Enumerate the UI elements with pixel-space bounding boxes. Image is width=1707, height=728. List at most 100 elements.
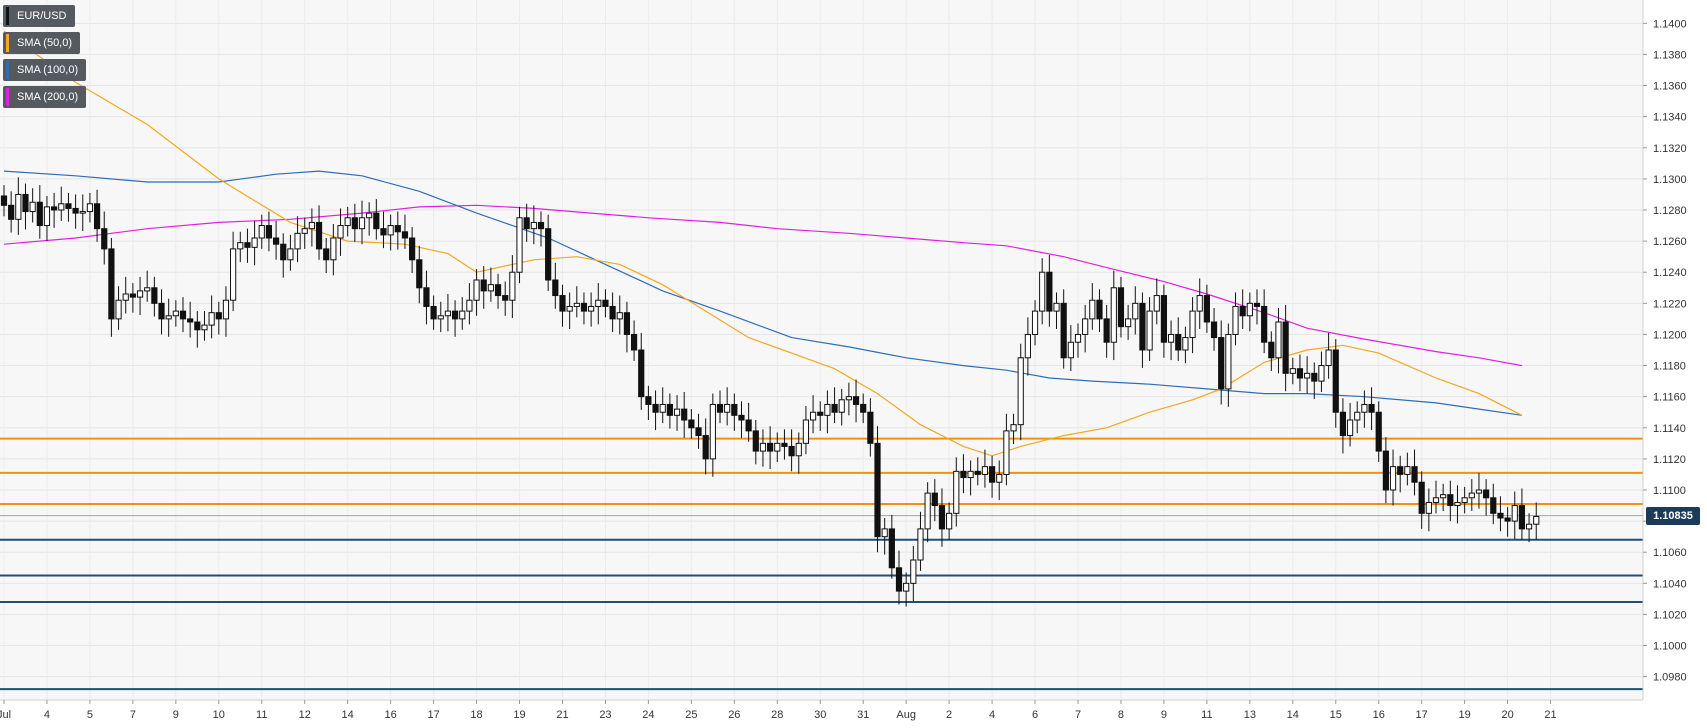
legend-swatch xyxy=(6,88,9,106)
candle-body xyxy=(1261,305,1268,343)
candle-body xyxy=(230,248,237,301)
x-tick-label: 9 xyxy=(173,709,179,721)
x-tick-label: Jul xyxy=(0,709,11,721)
candle-body xyxy=(1504,517,1511,522)
candle-body xyxy=(265,225,273,239)
sma-200-line xyxy=(3,204,1523,367)
x-tick-label: 23 xyxy=(599,709,611,721)
y-tick-label: 1.1040 xyxy=(1653,578,1687,590)
candle-body xyxy=(187,318,194,323)
candle-body xyxy=(416,259,423,289)
candle-body xyxy=(1175,333,1182,351)
y-tick-label: 1.1020 xyxy=(1653,609,1687,621)
candle-body xyxy=(802,419,810,444)
candle-body xyxy=(1160,295,1168,343)
candle-body xyxy=(122,293,129,301)
candle-body xyxy=(545,228,552,281)
candle-body xyxy=(809,411,817,421)
x-tick-label: 4 xyxy=(989,709,995,721)
candle-body xyxy=(1010,424,1017,432)
candle-body xyxy=(1432,497,1440,503)
y-tick-label: 1.1140 xyxy=(1653,423,1686,435)
candle-body xyxy=(924,492,931,530)
candle-body xyxy=(1117,287,1125,328)
candle-body xyxy=(79,211,86,214)
candle-body xyxy=(523,217,530,230)
candle-body xyxy=(144,287,151,292)
candle-body xyxy=(1475,489,1483,494)
candle-body xyxy=(895,567,903,592)
candle-body xyxy=(151,287,158,304)
x-tick-label: 19 xyxy=(1459,709,1471,721)
candle-body xyxy=(301,228,308,234)
legend-item-sma-100[interactable]: SMA (100,0) xyxy=(3,59,87,81)
candle-body xyxy=(1203,295,1210,323)
candle-body xyxy=(860,403,867,413)
candle-body xyxy=(638,349,645,398)
candle-body xyxy=(1525,523,1533,530)
x-tick-label: 17 xyxy=(427,709,439,721)
legend-label: SMA (50,0) xyxy=(17,37,73,49)
candle-body xyxy=(673,408,681,416)
candle-body xyxy=(709,403,716,460)
candle-body xyxy=(401,231,409,239)
x-tick-label: 31 xyxy=(857,709,869,721)
candle-body xyxy=(745,419,752,432)
candle-body xyxy=(666,403,673,416)
candle-body xyxy=(337,225,344,239)
candle-body xyxy=(530,221,537,230)
candle-body xyxy=(72,207,79,214)
legend-item-sma-200[interactable]: SMA (200,0) xyxy=(3,86,87,108)
x-tick-label: 7 xyxy=(1075,709,1081,721)
candle-body xyxy=(1167,333,1175,343)
candle-body xyxy=(0,195,8,206)
candle-body xyxy=(459,310,466,320)
y-tick-label: 1.1300 xyxy=(1653,174,1687,186)
candle-body xyxy=(738,414,745,421)
candle-body xyxy=(330,237,337,261)
x-tick-label: 18 xyxy=(470,709,482,721)
candle-body xyxy=(967,470,974,479)
candle-body xyxy=(1210,321,1218,339)
candle-body xyxy=(831,403,838,413)
candle-body xyxy=(65,203,72,209)
x-tick-label: 6 xyxy=(1032,709,1038,721)
x-tick-label: 14 xyxy=(1287,709,1299,721)
candle-body xyxy=(1146,310,1153,351)
y-tick-label: 1.1120 xyxy=(1653,454,1686,466)
x-tick-label: 15 xyxy=(1330,709,1342,721)
y-tick-label: 1.1060 xyxy=(1653,547,1687,559)
x-tick-label: 30 xyxy=(814,709,826,721)
legend-label: EUR/USD xyxy=(17,10,67,22)
x-tick-label: 16 xyxy=(1373,709,1385,721)
candle-body xyxy=(451,310,459,320)
candle-body xyxy=(759,442,767,452)
candle-body xyxy=(695,427,702,437)
candle-body xyxy=(373,212,380,230)
candle-body xyxy=(86,203,94,213)
candle-body xyxy=(129,293,136,298)
legend-item-eurusd[interactable]: EUR/USD xyxy=(3,5,75,27)
x-tick-label: 7 xyxy=(130,709,136,721)
candle-body xyxy=(108,248,115,320)
candle-body xyxy=(659,403,666,413)
candle-body xyxy=(208,312,215,326)
candle-body xyxy=(294,232,301,250)
candle-body xyxy=(1389,466,1397,491)
y-tick-label: 1.1220 xyxy=(1653,298,1687,310)
candle-body xyxy=(36,201,43,227)
candle-body xyxy=(716,403,724,413)
candle-body xyxy=(752,430,759,452)
candle-body xyxy=(988,466,996,483)
candle-body xyxy=(1533,515,1540,525)
candle-body xyxy=(344,217,351,227)
candle-body xyxy=(222,299,230,320)
candle-body xyxy=(781,442,788,447)
legend-item-sma-50[interactable]: SMA (50,0) xyxy=(3,32,81,54)
candle-body xyxy=(1039,271,1046,312)
candle-body xyxy=(688,419,695,429)
candle-body xyxy=(1031,310,1039,335)
candle-body xyxy=(1440,494,1447,499)
candle-body xyxy=(702,435,709,460)
